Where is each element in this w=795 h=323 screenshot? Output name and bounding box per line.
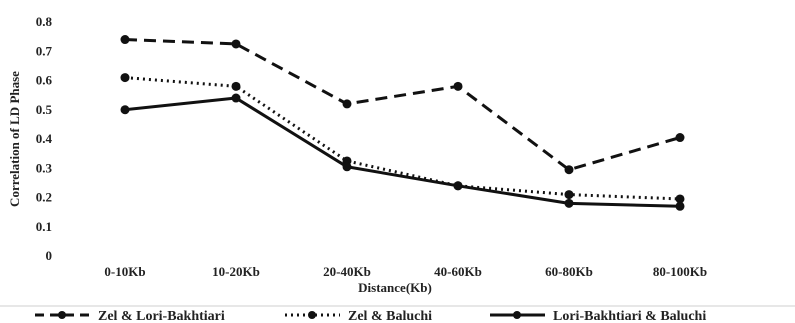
- legend-marker-1: [58, 311, 66, 319]
- y-tick-label: 0.2: [36, 190, 52, 205]
- series-1-point: [231, 39, 241, 49]
- series-2-point: [120, 73, 130, 83]
- x-tick-label: 60-80Kb: [545, 264, 593, 279]
- series-3-point: [231, 93, 241, 103]
- y-tick-label: 0.3: [36, 160, 53, 175]
- x-tick-label: 20-40Kb: [323, 264, 371, 279]
- x-tick-label: 80-100Kb: [653, 264, 707, 279]
- legend: Zel & Lori-Bakhtiari Zel & Baluchi Lori-Ba…: [35, 309, 706, 323]
- x-tick-label: 40-60Kb: [434, 264, 482, 279]
- series-2-point: [231, 81, 241, 91]
- series-2-point: [564, 190, 574, 200]
- x-axis-ticks: 0-10Kb 10-20Kb 20-40Kb 40-60Kb 60-80Kb 80-100…: [104, 264, 707, 279]
- y-tick-label: 0.5: [36, 102, 53, 117]
- series-line-3: [124, 96, 681, 208]
- legend-marker-3: [513, 311, 521, 319]
- y-tick-label: 0: [46, 248, 53, 263]
- series-layer: [120, 35, 685, 211]
- series-2-point: [675, 194, 685, 204]
- x-tick-label: 0-10Kb: [104, 264, 145, 279]
- y-tick-label: 0.7: [36, 43, 53, 58]
- series-1-point: [342, 99, 352, 109]
- y-axis-label: Correlation of LD Phase: [7, 71, 22, 207]
- x-axis-label: Distance(Kb): [358, 280, 432, 295]
- legend-label-2: Zel & Baluchi: [348, 309, 432, 323]
- y-tick-label: 0.6: [36, 73, 53, 88]
- legend-marker-2: [308, 311, 316, 319]
- y-tick-label: 0.4: [36, 131, 53, 146]
- legend-label-3: Lori-Bakhtiari & Baluchi: [553, 309, 706, 323]
- y-tick-label: 0.8: [36, 14, 53, 29]
- series-1-point: [120, 35, 130, 45]
- y-axis-ticks: 0 0.1 0.2 0.3 0.4 0.5 0.6 0.7 0.8: [36, 14, 53, 263]
- x-tick-label: 10-20Kb: [212, 264, 260, 279]
- series-3-point: [675, 201, 685, 211]
- legend-label-1: Zel & Lori-Bakhtiari: [98, 309, 225, 323]
- series-3-point: [564, 198, 574, 208]
- series-line-2: [124, 76, 681, 201]
- series-1-point: [675, 133, 685, 143]
- series-3-point: [120, 105, 130, 115]
- series-1-point: [453, 81, 463, 91]
- series-3-point: [453, 181, 463, 191]
- series-3-point: [342, 162, 352, 172]
- series-line-1: [124, 38, 681, 172]
- y-tick-label: 0.1: [36, 219, 52, 234]
- series-1-point: [564, 165, 574, 175]
